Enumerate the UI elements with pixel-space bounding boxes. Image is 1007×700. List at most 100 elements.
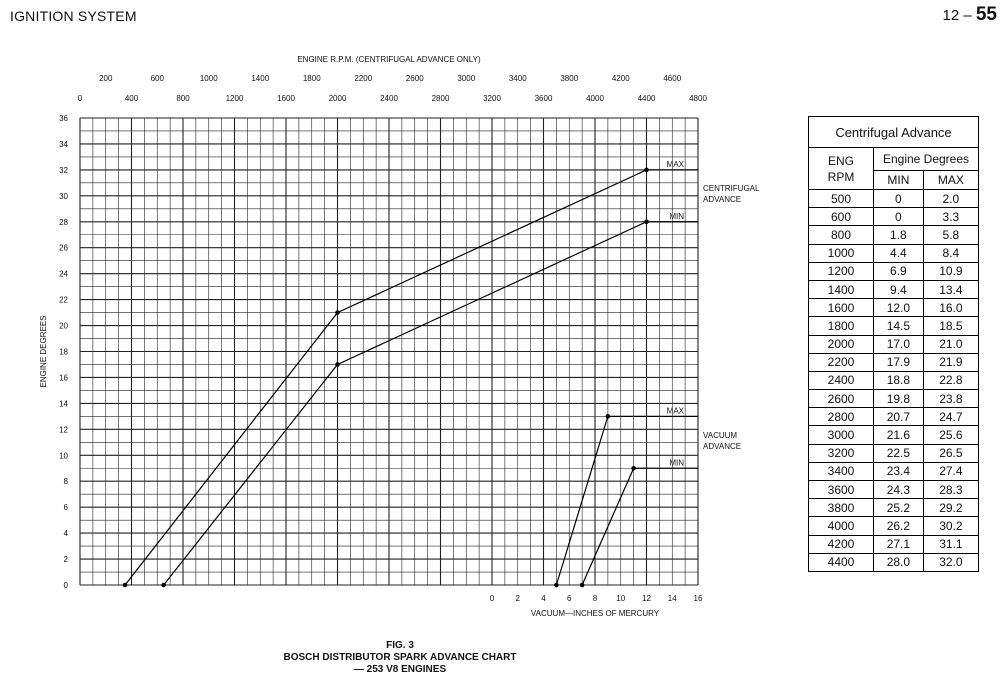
- top-axis-lower-tick: 4000: [586, 94, 604, 103]
- table-body: 500 0 2.0 600 0 3.3 800 1.8 5.8 1000 4.4 8.4 1200 6.9…: [808, 188, 980, 572]
- top-axis-lower-tick: 800: [176, 94, 190, 103]
- table-cell-min: 6.9: [873, 261, 924, 281]
- table-cell-min: 0: [873, 207, 924, 227]
- top-axis-upper-tick: 3400: [509, 74, 527, 83]
- table-cell-min: 18.8: [873, 370, 924, 391]
- top-axis-upper-tick: 4200: [612, 74, 630, 83]
- y-tick-label: 30: [59, 192, 68, 201]
- y-tick-label: 22: [59, 296, 68, 305]
- vacuum-axis-tick: 14: [668, 594, 677, 603]
- table-cell-rpm: 2200: [808, 352, 874, 372]
- table-row: 500 0 2.0: [808, 188, 980, 209]
- table-cell-rpm: 4000: [808, 516, 874, 536]
- table-cell-max: 5.8: [922, 225, 980, 245]
- vacuum-axis-tick: 8: [593, 594, 598, 603]
- top-axis-upper-tick: 3000: [457, 74, 475, 83]
- figure-number: FIG. 3: [386, 640, 414, 651]
- table-cell-min: 28.0: [873, 552, 924, 572]
- table-row: 4400 28.0 32.0: [808, 552, 980, 572]
- vacuum-axis-tick: 0: [490, 594, 495, 603]
- top-axis-lower-tick: 3200: [483, 94, 501, 103]
- table-cell-max: 22.8: [922, 370, 980, 391]
- spark-advance-chart: 024681012141618202224262830323436ENGINE …: [39, 55, 760, 618]
- table-cell-rpm: 3800: [808, 498, 874, 518]
- curve-vacuum-max: [555, 415, 698, 586]
- table-cell-rpm: 2000: [808, 334, 874, 354]
- table-cell-min: 0: [873, 188, 924, 209]
- table-header-rpm: ENG RPM: [808, 147, 874, 190]
- y-tick-label: 0: [64, 581, 69, 590]
- curve-point: [335, 310, 340, 315]
- y-tick-label: 24: [59, 270, 68, 279]
- table-cell-min: 9.4: [873, 279, 924, 300]
- vacuum-axis-tick: 6: [567, 594, 572, 603]
- table-header-rpm-line1: ENG: [827, 153, 854, 168]
- vacuum-axis-tick: 2: [516, 594, 521, 603]
- table-row: 2000 17.0 21.0: [808, 334, 980, 354]
- table-cell-rpm: 2400: [808, 370, 874, 391]
- table-row: 600 0 3.3: [808, 207, 980, 227]
- table-row: 1400 9.4 13.4: [808, 279, 980, 300]
- table-cell-min: 23.4: [873, 461, 924, 482]
- curve-point: [644, 219, 649, 225]
- table-cell-max: 29.2: [922, 498, 980, 518]
- table-cell-max: 18.5: [922, 316, 980, 336]
- group-label-centrifugal: CENTRIFUGAL: [703, 184, 760, 193]
- curve-point: [122, 582, 128, 588]
- table-cell-rpm: 800: [808, 225, 874, 245]
- table-cell-max: 21.0: [922, 334, 980, 354]
- table-cell-min: 14.5: [873, 316, 924, 336]
- table-cell-min: 21.6: [873, 425, 924, 445]
- table-row: 2200 17.9 21.9: [808, 352, 980, 372]
- table-cell-rpm: 3400: [808, 461, 874, 482]
- y-tick-label: 36: [59, 114, 68, 123]
- table-cell-max: 25.6: [922, 425, 980, 445]
- figure-title: BOSCH DISTRIBUTOR SPARK ADVANCE CHART: [283, 652, 517, 663]
- table-cell-min: 27.1: [873, 534, 924, 554]
- table-row: 3800 25.2 29.2: [808, 498, 980, 518]
- vacuum-axis-tick: 4: [541, 594, 546, 603]
- curve-point: [605, 414, 611, 419]
- vacuum-axis-tick: 16: [694, 594, 703, 603]
- curve-point: [644, 167, 649, 173]
- figure-subtitle: — 253 V8 ENGINES: [353, 664, 447, 675]
- table-row: 4200 27.1 31.1: [808, 534, 980, 554]
- table-cell-max: 10.9: [922, 261, 980, 281]
- y-tick-label: 26: [59, 244, 68, 253]
- y-tick-label: 18: [59, 348, 68, 357]
- table-cell-rpm: 4400: [808, 552, 874, 572]
- table-cell-max: 27.4: [922, 461, 980, 482]
- table-cell-max: 32.0: [922, 552, 980, 572]
- table-cell-rpm: 3600: [808, 479, 874, 500]
- table-cell-rpm: 3000: [808, 425, 874, 445]
- y-tick-label: 2: [64, 555, 69, 564]
- curve-point: [335, 362, 340, 367]
- table-cell-min: 26.2: [873, 516, 924, 536]
- page-prefix: 12 –: [942, 7, 972, 24]
- table-row: 1800 14.5 18.5: [808, 316, 980, 336]
- table-cell-max: 31.1: [922, 534, 980, 554]
- table-cell-rpm: 500: [808, 188, 874, 209]
- y-axis-label: ENGINE DEGREES: [39, 315, 48, 387]
- series-label-centrifugal-min: MIN: [669, 212, 684, 221]
- curve-point: [579, 582, 585, 588]
- top-axis-lower-tick: 400: [125, 94, 139, 103]
- table-cell-min: 20.7: [873, 407, 924, 427]
- group-label-vacuum: VACUUM: [703, 431, 737, 440]
- table-row: 3000 21.6 25.6: [808, 425, 980, 445]
- top-axis-upper-tick: 2200: [354, 74, 372, 83]
- centrifugal-advance-table: Centrifugal Advance ENG RPM Engine Degre…: [808, 116, 980, 572]
- curve-vacuum-min: [581, 467, 698, 586]
- top-axis-lower-tick: 0: [78, 94, 83, 103]
- table-title: Centrifugal Advance: [808, 116, 979, 148]
- top-axis-upper-tick: 3800: [560, 74, 578, 83]
- table-cell-min: 4.4: [873, 243, 924, 263]
- curve-point: [554, 582, 559, 588]
- table-cell-rpm: 1200: [808, 261, 874, 281]
- table-row: 2600 19.8 23.8: [808, 389, 980, 409]
- top-axis-upper-tick: 200: [99, 74, 113, 83]
- table-cell-rpm: 1000: [808, 243, 874, 263]
- y-tick-label: 32: [59, 166, 68, 175]
- table-cell-max: 30.2: [922, 516, 980, 536]
- table-cell-min: 24.3: [873, 479, 924, 500]
